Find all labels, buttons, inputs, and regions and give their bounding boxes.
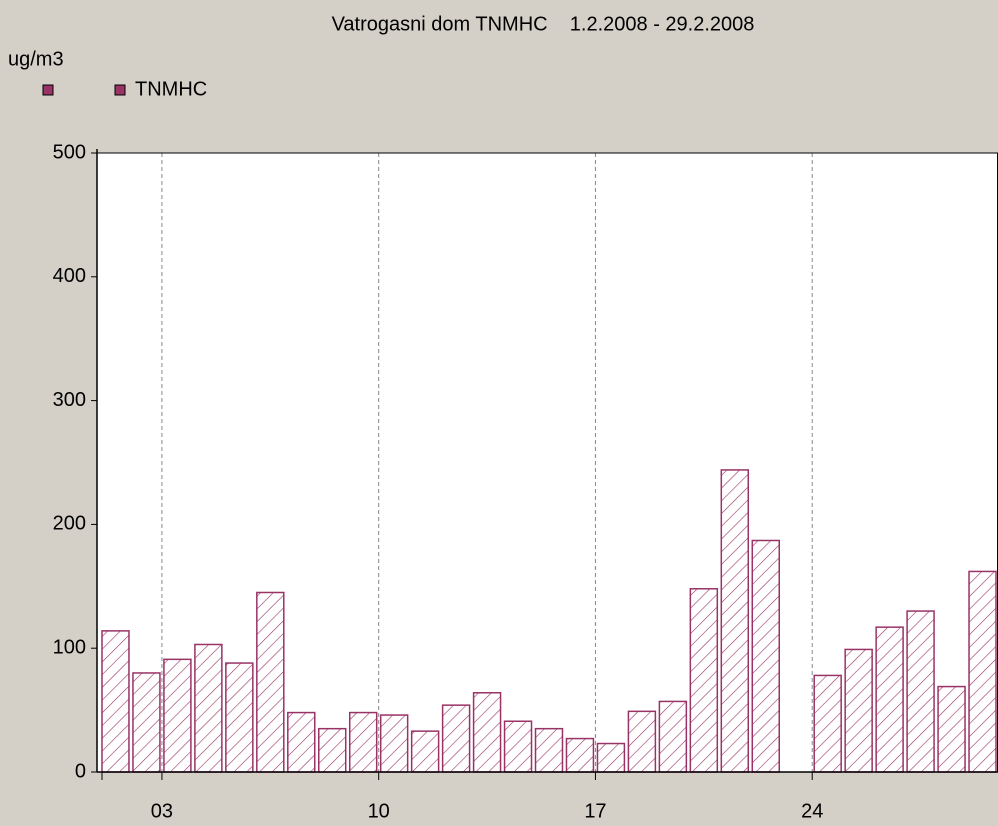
y-tick-label: 200 [53, 513, 86, 535]
bar [348, 711, 378, 773]
bar [194, 643, 223, 773]
bar [101, 630, 130, 773]
bar [472, 692, 502, 773]
bar [534, 727, 564, 773]
bar [441, 704, 471, 773]
y-tick-label: 0 [75, 760, 86, 782]
x-tick-label: 03 [151, 800, 173, 822]
bar [596, 742, 626, 773]
y-axis-label: ug/m3 [8, 48, 64, 70]
bar [225, 662, 254, 773]
bar [379, 714, 409, 773]
bar [256, 591, 285, 773]
y-tick-label: 400 [53, 265, 86, 287]
x-tick-label: 24 [801, 800, 823, 822]
bar [906, 610, 935, 773]
y-tick-label: 100 [53, 636, 86, 658]
legend-label: TNMHC [135, 78, 207, 100]
chart-title: Vatrogasni dom TNMHC 1.2.2008 - 29.2.200… [332, 13, 755, 35]
bar [318, 727, 347, 773]
bar [720, 469, 750, 773]
y-tick-label: 300 [53, 389, 86, 411]
bar [658, 700, 688, 773]
bar [163, 658, 192, 773]
bar [503, 720, 533, 773]
bar [287, 711, 316, 773]
bar [627, 710, 657, 773]
x-tick-label: 17 [584, 800, 606, 822]
bar [813, 674, 842, 773]
bar [875, 626, 904, 773]
bar [689, 588, 719, 773]
bar [844, 648, 873, 773]
bar [565, 737, 595, 773]
bar [937, 685, 966, 773]
legend-swatch-extra [42, 84, 54, 96]
legend-swatch [114, 84, 126, 96]
x-tick-label: 10 [368, 800, 390, 822]
bar [132, 672, 161, 773]
bar [968, 570, 997, 773]
bar [410, 730, 440, 773]
y-tick-label: 500 [53, 141, 86, 163]
bar [751, 539, 780, 773]
